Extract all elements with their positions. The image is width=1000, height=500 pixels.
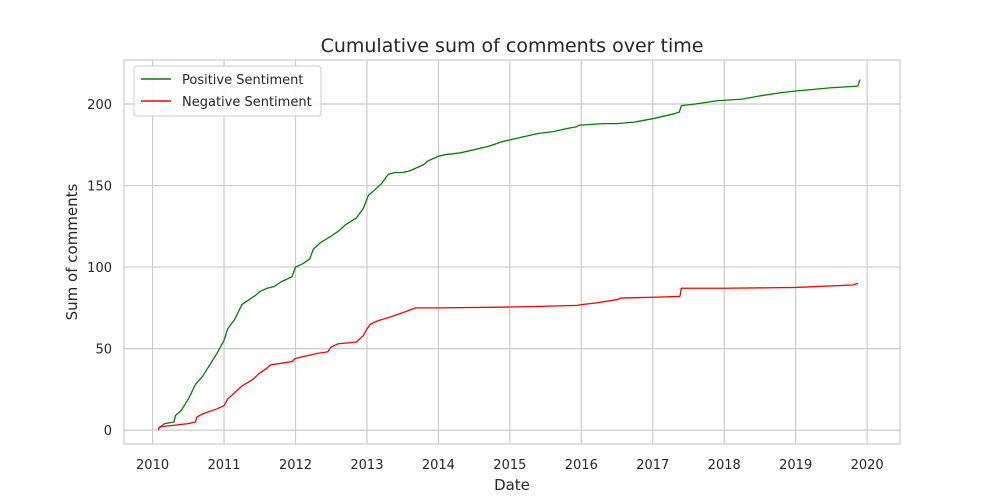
legend-box [133,65,322,117]
y-tick-label: 200 [87,98,112,113]
x-tick-label: 2012 [279,458,312,473]
x-tick-label: 2019 [779,458,812,473]
negative-sentiment-line [157,282,859,431]
x-tick-label: 2010 [136,458,169,473]
x-tick-label: 2016 [565,458,598,473]
legend-label-positive: Positive Sentiment [182,73,303,88]
x-tick-label: 2017 [636,458,669,473]
x-tick-label: 2013 [350,458,383,473]
y-axis-label: Sum of comments [63,183,81,320]
x-tick-label: 2020 [851,458,884,473]
x-axis-label: Date [494,476,530,494]
x-axis-ticks: 2010 2011 2012 2013 2014 2015 2016 2017 2018 2019… [136,458,884,473]
legend-label-negative: Negative Sentiment [182,95,312,110]
y-tick-label: 100 [87,261,112,276]
x-tick-label: 2014 [422,458,455,473]
plot-frame [123,59,901,445]
y-axis-ticks: 0 50 100 150 200 [87,98,112,439]
x-tick-label: 2015 [493,458,526,473]
legend: Positive Sentiment Negative Sentiment [133,65,322,117]
series-lines [157,79,861,431]
x-tick-label: 2011 [207,458,240,473]
y-tick-label: 50 [95,343,112,358]
grid-lines [124,60,900,444]
chart-title: Cumulative sum of comments over time [321,35,704,57]
positive-sentiment-line [157,79,861,430]
x-tick-label: 2018 [708,458,741,473]
y-tick-label: 0 [104,424,112,439]
y-tick-label: 150 [87,180,112,195]
